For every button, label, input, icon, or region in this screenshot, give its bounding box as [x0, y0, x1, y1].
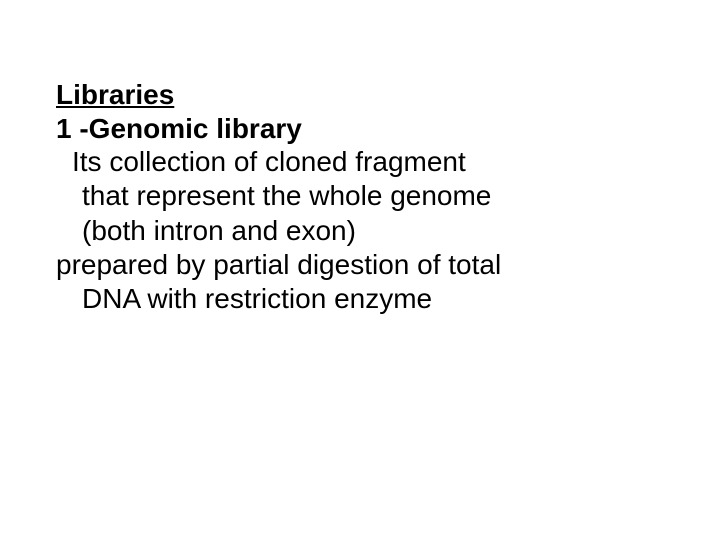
slide-heading: Libraries	[56, 78, 680, 112]
body-line-4: prepared by partial digestion of total	[56, 248, 680, 282]
body-line-3: (both intron and exon)	[56, 214, 680, 248]
body-line-2: that represent the whole genome	[56, 179, 680, 213]
slide-subheading: 1 -Genomic library	[56, 112, 680, 146]
body-line-5: DNA with restriction enzyme	[56, 282, 680, 316]
body-line-1: Its collection of cloned fragment	[56, 145, 680, 179]
slide-content: Libraries 1 -Genomic library Its collect…	[56, 78, 680, 316]
